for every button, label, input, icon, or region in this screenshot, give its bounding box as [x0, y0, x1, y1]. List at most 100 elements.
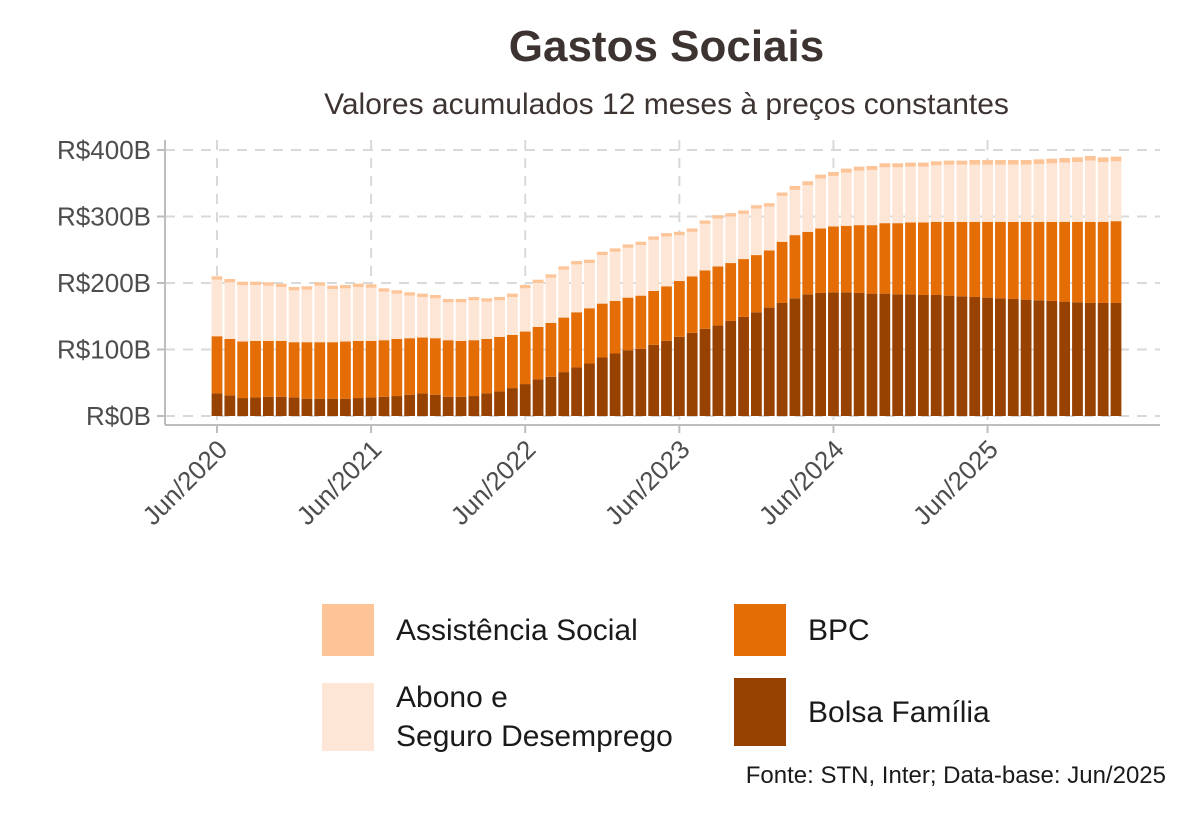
bar-segment-bolsa	[776, 302, 788, 416]
bar-segment-bpc	[635, 295, 647, 349]
bar-segment-bolsa	[1072, 302, 1083, 416]
bar-segment-assistencia	[956, 160, 968, 165]
legend-label-bpc: BPC	[808, 613, 870, 647]
bar-segment-bolsa	[391, 396, 403, 416]
bar-segment-bolsa	[661, 340, 672, 416]
bar-segment-bpc	[404, 338, 416, 395]
bar-segment-bolsa	[558, 372, 570, 416]
bar-segment-abono	[789, 189, 801, 236]
bar-segment-abono	[327, 288, 338, 343]
bar-segment-abono	[519, 288, 531, 332]
bar-segment-bolsa	[763, 307, 775, 416]
bar-segment-bpc	[468, 340, 480, 397]
bar-segment-bolsa	[943, 295, 955, 416]
bar-segment-bpc	[802, 231, 814, 295]
bar-segment-assistencia	[661, 233, 672, 237]
bar-segment-bolsa	[224, 395, 236, 416]
bar-segment-assistencia	[1033, 159, 1045, 164]
bar-segment-bpc	[1033, 221, 1045, 301]
y-tick-label: R$100B	[57, 335, 151, 365]
bar-segment-assistencia	[776, 192, 788, 196]
bar-segment-bpc	[1097, 221, 1109, 303]
chart-subtitle: Valores acumulados 12 meses à preços con…	[324, 88, 1009, 121]
bar-segment-bolsa	[532, 379, 544, 416]
bar-segment-bolsa	[738, 316, 749, 416]
bar-segment-assistencia	[609, 248, 621, 252]
bar-series	[211, 155, 1122, 416]
bar-segment-abono	[224, 282, 236, 339]
bar-segment-assistencia	[943, 160, 955, 165]
bar-segment-bpc	[1072, 221, 1083, 303]
bar-segment-assistencia	[635, 241, 647, 246]
bar-segment-assistencia	[288, 286, 300, 291]
bar-segment-assistencia	[301, 286, 313, 290]
bar-segment-abono	[1110, 161, 1122, 222]
bar-segment-abono	[352, 286, 364, 341]
bar-segment-bolsa	[982, 297, 993, 416]
bar-segment-bolsa	[494, 391, 505, 416]
bar-segment-abono	[776, 195, 788, 242]
bar-segment-bolsa	[725, 320, 737, 416]
bar-segment-abono	[262, 285, 274, 341]
bar-segment-bolsa	[352, 398, 364, 416]
bar-segment-abono	[763, 206, 775, 251]
bar-segment-assistencia	[429, 294, 441, 299]
bar-segment-abono	[506, 296, 518, 335]
bar-segment-abono	[905, 166, 916, 223]
bar-segment-bolsa	[519, 384, 531, 416]
bar-segment-assistencia	[211, 276, 223, 280]
bar-segment-bpc	[892, 223, 904, 295]
bar-segment-assistencia	[558, 266, 570, 270]
bar-segment-abono	[956, 164, 968, 222]
source-note: Fonte: STN, Inter; Data-base: Jun/2025	[745, 762, 1166, 789]
legend: Assistência Social BPC Abono e Seguro De…	[322, 604, 1082, 754]
bar-segment-bolsa	[275, 396, 287, 416]
bar-segment-abono	[1097, 161, 1109, 222]
bar-segment-bpc	[982, 221, 993, 298]
bar-segment-abono	[288, 290, 300, 343]
bar-segment-abono	[545, 277, 557, 323]
bar-segment-assistencia	[686, 228, 698, 232]
bar-segment-assistencia	[866, 165, 878, 170]
bar-segment-assistencia	[853, 166, 865, 171]
bar-segment-bpc	[596, 303, 608, 358]
bar-segment-bolsa	[571, 367, 582, 416]
bar-segment-assistencia	[622, 244, 634, 248]
bar-segment-assistencia	[352, 283, 364, 287]
bar-segment-bpc	[571, 312, 582, 368]
bar-segment-abono	[275, 286, 287, 341]
bar-segment-bpc	[1007, 221, 1019, 299]
bar-segment-abono	[442, 302, 454, 341]
bar-segment-assistencia	[879, 163, 891, 168]
bar-segment-bpc	[622, 297, 634, 351]
bar-segment-bpc	[1020, 221, 1032, 300]
bar-segment-abono	[853, 170, 865, 226]
bar-segment-bpc	[789, 235, 801, 299]
bar-segment-bpc	[519, 331, 531, 385]
bar-segment-bpc	[250, 340, 261, 398]
bar-segment-bolsa	[712, 325, 724, 416]
bar-segment-bpc	[262, 340, 274, 397]
bar-segment-bpc	[853, 225, 865, 293]
bar-segment-bolsa	[917, 294, 929, 416]
bar-segment-bpc	[1084, 221, 1096, 303]
bar-segment-abono	[1046, 163, 1058, 222]
bar-segment-assistencia	[442, 298, 454, 303]
bar-segment-bolsa	[751, 312, 762, 416]
bar-segment-abono	[622, 247, 634, 298]
bar-segment-bpc	[879, 223, 891, 294]
bar-segment-bolsa	[545, 376, 557, 416]
bar-segment-abono	[725, 216, 737, 264]
chart-title: Gastos Sociais	[508, 22, 825, 71]
bar-segment-bpc	[969, 221, 981, 297]
bar-segment-assistencia	[763, 203, 775, 207]
legend-swatch-assistencia	[322, 604, 374, 656]
bar-segment-bolsa	[596, 357, 608, 416]
bar-segment-assistencia	[519, 284, 531, 289]
bar-segment-bolsa	[930, 294, 942, 416]
bar-segment-bolsa	[1059, 301, 1071, 416]
bar-segment-bpc	[224, 338, 236, 396]
bar-segment-bolsa	[211, 393, 223, 416]
y-tick-label: R$0B	[86, 401, 151, 431]
bar-segment-bpc	[673, 281, 685, 337]
